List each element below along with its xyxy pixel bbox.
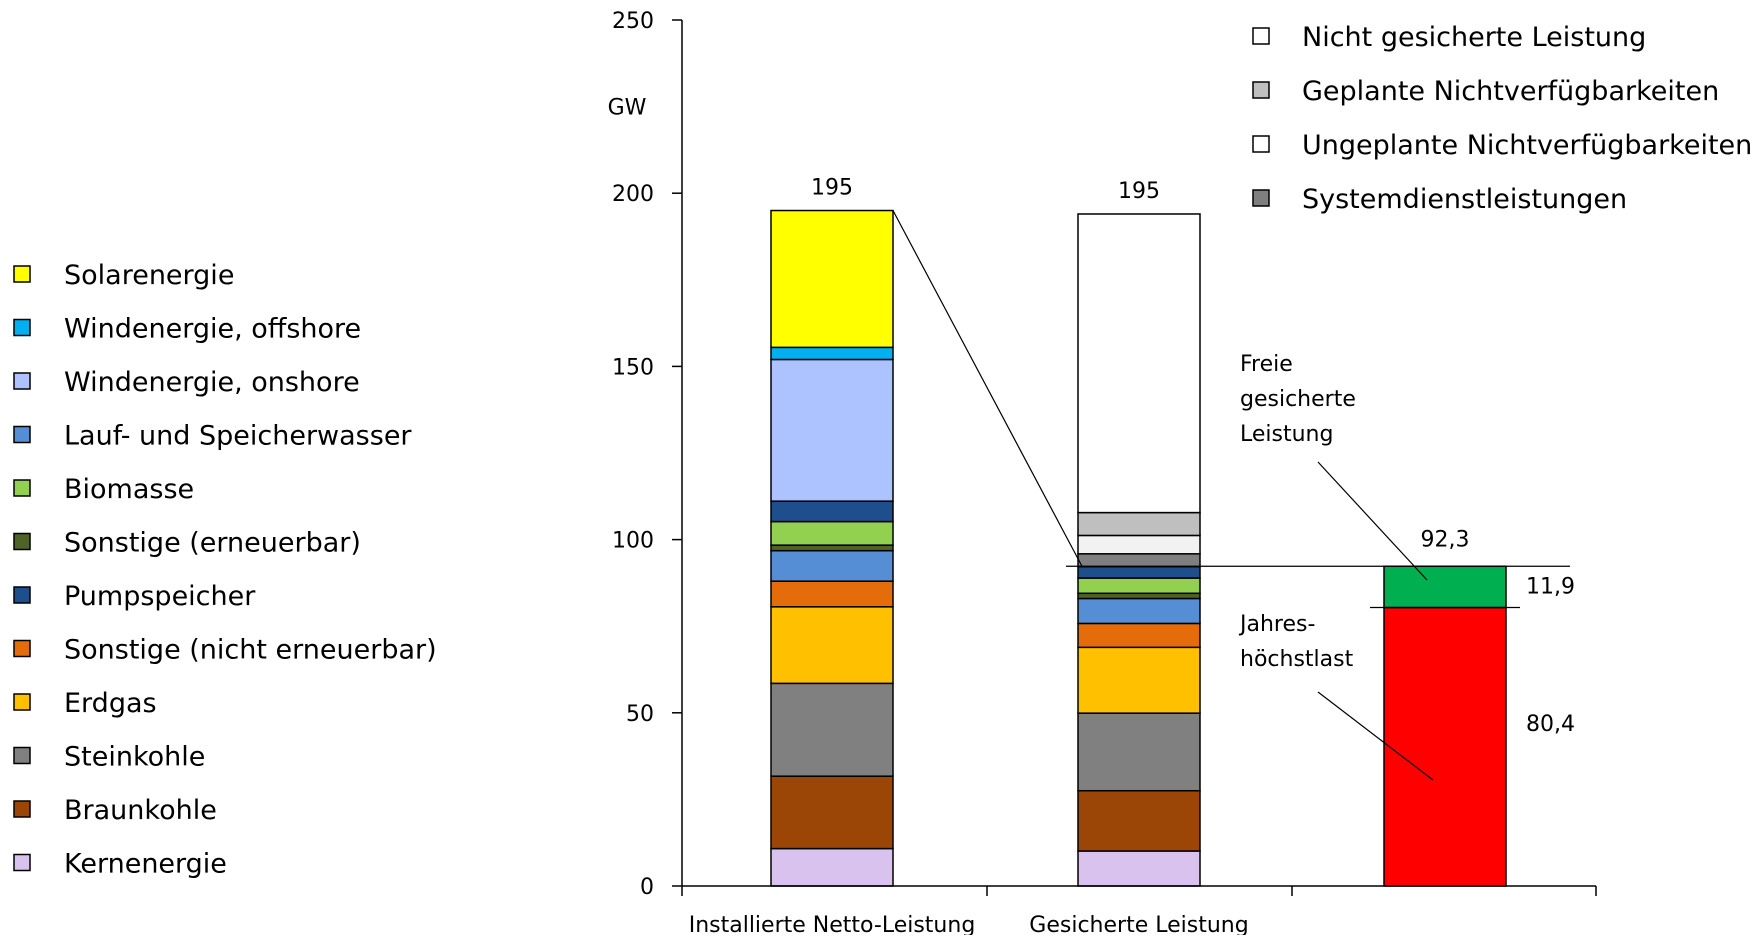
x-category-label-1: Gesicherte Leistung [1029, 913, 1248, 935]
bar-segment-windenergie-onshore-0 [770, 358, 894, 502]
bar-segment-freie-gesicherte-leistung-2 [1383, 565, 1507, 609]
data-label-free-secured: 11,9 [1526, 574, 1575, 599]
annotation-peak-load-line-0: Jahres- [1238, 612, 1315, 637]
bar-segment-sonstige-erneuerbar-0 [770, 544, 894, 552]
total-label-0: 195 [811, 176, 853, 201]
legend-label-sonstige-nicht-erneuerbar: Sonstige (nicht erneuerbar) [64, 635, 437, 666]
bar-segment-sonstige-nicht-erneuerbar-1 [1077, 622, 1201, 649]
legend-label-windenergie-onshore: Windenergie, onshore [64, 367, 360, 398]
bar-segment-biomasse-0 [770, 520, 894, 546]
y-tick-label-200: 200 [612, 182, 654, 207]
y-tick-label-100: 100 [612, 529, 654, 554]
bar-segment-steinkohle-1 [1077, 712, 1201, 792]
bar-segment-biomasse-1 [1077, 577, 1201, 595]
bar-segment-pumpspeicher-1 [1077, 565, 1201, 579]
bar-segment-windenergie-offshore-0 [770, 346, 894, 361]
legend-swatch-geplante-nichtverfügbarkeiten [1252, 81, 1270, 99]
y-unit-label: GW [608, 96, 647, 121]
legend-swatch-erdgas [13, 693, 31, 711]
legend-label-lauf-und-speicherwasser: Lauf- und Speicherwasser [64, 421, 412, 452]
bar-segment-kernenergie-0 [770, 847, 894, 887]
x-category-label-0: Installierte Netto-Leistung [689, 913, 976, 935]
data-label-peak-load: 80,4 [1526, 712, 1575, 737]
annotation-free-secured-line-1: gesicherte [1240, 387, 1356, 412]
y-tick-label-0: 0 [640, 875, 654, 900]
legend-swatch-ungeplante-nichtverfügbarkeiten [1252, 135, 1270, 153]
legend-label-steinkohle: Steinkohle [64, 742, 205, 773]
legend-swatch-solarenergie [13, 265, 31, 283]
legend-label-braunkohle: Braunkohle [64, 795, 217, 826]
total-label-1: 195 [1118, 179, 1160, 204]
legend-swatch-sonstige-nicht-erneuerbar [13, 639, 31, 658]
legend-label-windenergie-offshore: Windenergie, offshore [64, 314, 361, 345]
bar-segment-ungeplante-nichtverfügbarkeiten-1 [1077, 534, 1201, 555]
legend-swatch-pumpspeicher [13, 586, 31, 604]
bar-segment-sonstige-erneuerbar-1 [1077, 592, 1201, 600]
legend-swatch-sonstige-erneuerbar [13, 532, 31, 551]
annotation-free-secured-line-2: Leistung [1240, 422, 1333, 447]
annotation-peak-load-pointer [1317, 691, 1434, 781]
bar-segment-sonstige-nicht-erneuerbar-0 [770, 580, 894, 608]
bar-segment-solarenergie-0 [770, 209, 894, 349]
y-tick-label-150: 150 [612, 355, 654, 380]
legend-swatch-kernenergie [13, 853, 31, 872]
bar-segment-erdgas-1 [1077, 646, 1201, 714]
legend-label-erdgas: Erdgas [64, 688, 157, 719]
bar-segment-braunkohle-1 [1077, 789, 1201, 852]
bar-segment-lauf-und-speicherwasser-1 [1077, 597, 1201, 625]
legend-label-biomasse: Biomasse [64, 474, 194, 505]
legend-swatch-steinkohle [13, 746, 31, 765]
bar-segment-pumpspeicher-0 [770, 500, 894, 523]
legend-swatch-windenergie-offshore [13, 318, 31, 337]
legend-swatch-braunkohle [13, 800, 31, 818]
bar-segment-braunkohle-0 [770, 775, 894, 850]
bar-segment-lauf-und-speicherwasser-0 [770, 549, 894, 582]
legend-swatch-windenergie-onshore [13, 372, 31, 390]
y-tick-label-250: 250 [612, 9, 654, 34]
legend-label-nicht-gesicherte-leistung: Nicht gesicherte Leistung [1302, 22, 1646, 53]
annotation-free-secured-line-0: Freie [1240, 352, 1293, 377]
bar-segment-kernenergie-1 [1077, 850, 1201, 887]
legend-label-geplante-nichtverfügbarkeiten: Geplante Nichtverfügbarkeiten [1302, 76, 1719, 107]
bar-segment-geplante-nichtverfügbarkeiten-1 [1077, 511, 1201, 537]
legend-label-ungeplante-nichtverfügbarkeiten: Ungeplante Nichtverfügbarkeiten [1302, 130, 1752, 161]
annotation-peak-load-line-1: höchstlast [1240, 647, 1354, 672]
y-tick-label-50: 50 [626, 702, 654, 727]
bar-segment-nicht-gesicherte-leistung-1 [1077, 213, 1201, 514]
legend-swatch-nicht-gesicherte-leistung [1252, 27, 1270, 45]
bar-segment-erdgas-0 [770, 606, 894, 685]
legend-swatch-biomasse [13, 479, 31, 497]
legend-label-kernenergie: Kernenergie [64, 849, 227, 880]
annotation-free-secured-pointer [1317, 461, 1428, 581]
bar-segment-jahreshöchstlast-2 [1383, 606, 1507, 887]
legend-label-pumpspeicher: Pumpspeicher [64, 581, 256, 612]
legend-swatch-systemdienstleistungen [1252, 189, 1270, 207]
bar-segment-steinkohle-0 [770, 682, 894, 777]
connector-line [892, 210, 1083, 567]
legend-label-sonstige-erneuerbar: Sonstige (erneuerbar) [64, 528, 361, 559]
data-label-total-free: 92,3 [1421, 527, 1470, 552]
legend-label-systemdienstleistungen: Systemdienstleistungen [1302, 184, 1627, 215]
legend-label-solarenergie: Solarenergie [64, 260, 234, 291]
legend-swatch-lauf-und-speicherwasser [13, 425, 31, 444]
bar-segment-systemdienstleistungen-1 [1077, 553, 1201, 568]
